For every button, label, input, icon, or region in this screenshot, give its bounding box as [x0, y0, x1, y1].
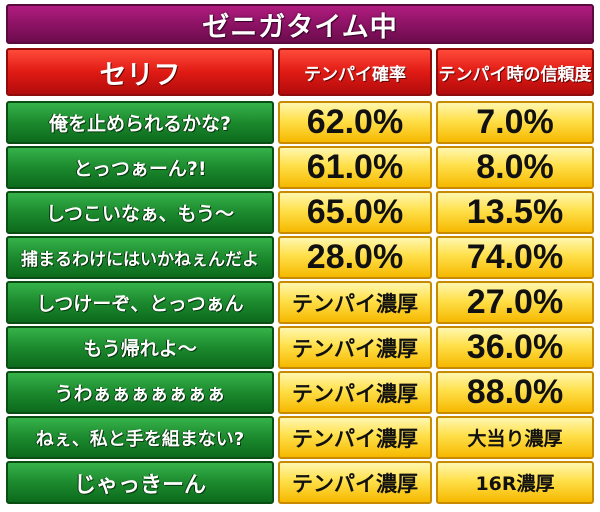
reliability-cell: 74.0% — [436, 236, 594, 279]
tenpai-rate-cell: テンパイ濃厚 — [278, 416, 432, 459]
header-reliability: テンパイ時の信頼度 — [436, 48, 594, 96]
line-cell: しつこいなぁ、もう〜 — [6, 191, 274, 234]
table-row: ねぇ、私と手を組まない? テンパイ濃厚 大当り濃厚 — [6, 416, 594, 459]
line-cell: しつけーぞ、とっつぁん — [6, 281, 274, 324]
tenpai-rate-cell: 62.0% — [278, 101, 432, 144]
line-cell: 俺を止められるかな? — [6, 101, 274, 144]
reliability-cell: 27.0% — [436, 281, 594, 324]
table-row: 俺を止められるかな? 62.0% 7.0% — [6, 101, 594, 144]
header-line: セリフ — [6, 48, 274, 96]
table-row: じゃっきーん テンパイ濃厚 16R濃厚 — [6, 461, 594, 504]
tenpai-rate-cell: 65.0% — [278, 191, 432, 234]
panel-title: ゼニガタイム中 — [6, 4, 594, 44]
table-row: しつこいなぁ、もう〜 65.0% 13.5% — [6, 191, 594, 234]
reliability-cell: 36.0% — [436, 326, 594, 369]
table-row: もう帰れよ〜 テンパイ濃厚 36.0% — [6, 326, 594, 369]
line-cell: じゃっきーん — [6, 461, 274, 504]
tenpai-rate-cell: テンパイ濃厚 — [278, 371, 432, 414]
reliability-cell: 16R濃厚 — [436, 461, 594, 504]
table-row: しつけーぞ、とっつぁん テンパイ濃厚 27.0% — [6, 281, 594, 324]
reliability-cell: 8.0% — [436, 146, 594, 189]
tenpai-rate-cell: テンパイ濃厚 — [278, 281, 432, 324]
table-row: 捕まるわけにはいかねぇんだよ 28.0% 74.0% — [6, 236, 594, 279]
tenpai-rate-cell: テンパイ濃厚 — [278, 461, 432, 504]
line-cell: もう帰れよ〜 — [6, 326, 274, 369]
tenpai-rate-cell: 61.0% — [278, 146, 432, 189]
reliability-cell: 13.5% — [436, 191, 594, 234]
tenpai-rate-cell: 28.0% — [278, 236, 432, 279]
reliability-cell: 大当り濃厚 — [436, 416, 594, 459]
line-cell: ねぇ、私と手を組まない? — [6, 416, 274, 459]
line-cell: 捕まるわけにはいかねぇんだよ — [6, 236, 274, 279]
line-cell: とっつぁーん?! — [6, 146, 274, 189]
tenpai-rate-cell: テンパイ濃厚 — [278, 326, 432, 369]
reliability-cell: 7.0% — [436, 101, 594, 144]
header-tenpai-rate: テンパイ確率 — [278, 48, 432, 96]
table-row: とっつぁーん?! 61.0% 8.0% — [6, 146, 594, 189]
reliability-cell: 88.0% — [436, 371, 594, 414]
line-cell: うわぁぁぁぁぁぁぁ — [6, 371, 274, 414]
table-header: セリフ テンパイ確率 テンパイ時の信頼度 — [6, 48, 594, 96]
table-row: うわぁぁぁぁぁぁぁ テンパイ濃厚 88.0% — [6, 371, 594, 414]
